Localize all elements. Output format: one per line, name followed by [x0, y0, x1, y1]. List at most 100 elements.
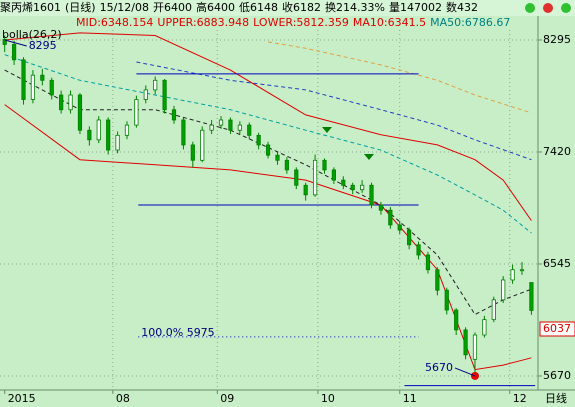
- icon[interactable]: [525, 3, 535, 13]
- candle-body: [181, 119, 186, 146]
- x-tick-label: 09: [220, 392, 234, 405]
- header-item: 聚丙烯1601: [0, 1, 61, 14]
- candle-body: [491, 299, 496, 321]
- candle-body: [247, 124, 252, 136]
- candle-body: [454, 309, 459, 331]
- candle-body: [162, 79, 167, 111]
- header-item: 量147002: [388, 1, 442, 14]
- candle-body: [341, 179, 346, 186]
- candle-body: [444, 289, 449, 311]
- y-tick-label: 6545: [543, 257, 571, 270]
- candle-body: [218, 119, 224, 126]
- candle-body: [294, 169, 299, 186]
- signal-triangle: [322, 127, 332, 133]
- candle-body: [425, 254, 431, 271]
- candle-body: [463, 329, 468, 356]
- price-label: 6037: [543, 322, 571, 335]
- candle-body: [378, 204, 384, 211]
- header-item: 高6400: [196, 1, 235, 14]
- annotation-leader: [454, 367, 476, 377]
- candle-body: [435, 269, 440, 291]
- indicator-line: [268, 41, 532, 114]
- indicator-line: [4, 69, 532, 316]
- icon[interactable]: [561, 3, 571, 13]
- candle-body: [397, 224, 402, 231]
- header-item: 低6148: [239, 1, 278, 14]
- header-item: 开6400: [153, 1, 192, 14]
- y-tick-label: 5670: [543, 369, 571, 382]
- candle-body: [265, 144, 271, 156]
- header-row: 聚丙烯1601 (日线) 15/12/08 开6400 高6400 低6148 收6182 换…: [0, 1, 482, 15]
- icon[interactable]: [543, 3, 553, 13]
- candle-body: [472, 334, 478, 360]
- candle-body: [369, 184, 374, 206]
- candle-body: [40, 74, 45, 81]
- candle-body: [237, 124, 242, 131]
- candle-body: [30, 74, 36, 100]
- candle-body: [519, 269, 525, 272]
- candle-body: [360, 184, 365, 191]
- indicator-item: MA50:6786.67: [430, 16, 511, 29]
- candle-body: [59, 94, 64, 111]
- candle-body: [388, 209, 393, 226]
- y-tick-label: 8295: [543, 33, 571, 46]
- candle-body: [407, 229, 412, 246]
- candle-body: [77, 94, 83, 131]
- candle-body: [275, 154, 280, 161]
- candle-body: [171, 109, 177, 121]
- header-item: 换214.33%: [325, 1, 385, 14]
- candle-body: [200, 129, 205, 161]
- price-box: [539, 321, 575, 337]
- header-item: 收6182: [282, 1, 321, 14]
- candle-body: [2, 38, 7, 45]
- candle-body: [331, 169, 336, 181]
- header-item: (日线): [65, 1, 96, 14]
- indicator-item: LOWER:5812.359: [253, 16, 349, 29]
- candle-body: [416, 244, 421, 256]
- candle-body: [303, 184, 308, 196]
- candle-body: [87, 129, 92, 141]
- candle-body: [134, 99, 139, 126]
- annotation: 8295: [29, 39, 57, 52]
- candle-body: [529, 282, 534, 311]
- candle-body: [190, 144, 195, 161]
- indicator-line: [4, 32, 532, 221]
- candle-body: [510, 269, 515, 281]
- x-tick-label: 08: [116, 392, 130, 405]
- candle-body: [256, 134, 261, 146]
- candle-body: [96, 119, 101, 141]
- candle-body: [12, 44, 17, 61]
- candle-body: [115, 134, 120, 151]
- indicator-item: UPPER:6883.948: [157, 16, 250, 29]
- candle-body: [21, 59, 26, 100]
- x-tick-label: 10: [321, 392, 335, 405]
- annotation: 100.0% 5975: [141, 326, 214, 339]
- candle-body: [228, 119, 233, 131]
- candle-body: [143, 89, 148, 100]
- candle-body: [68, 94, 73, 111]
- y-tick-label: 7420: [543, 145, 571, 158]
- candle-body: [350, 184, 355, 191]
- period-label: 日线: [545, 391, 567, 405]
- candle-body: [312, 159, 318, 196]
- x-tick-label: 2015: [8, 392, 36, 405]
- indicator-item: MID:6348.154: [76, 16, 154, 29]
- indicator-line: [4, 104, 532, 371]
- signal-triangle: [364, 154, 374, 160]
- indicator-row: MID:6348.154 UPPER:6883.948 LOWER:5812.359…: [76, 16, 514, 30]
- x-tick-label: 12: [513, 392, 527, 405]
- header-item: 15/12/08: [99, 1, 149, 14]
- candle-body: [49, 79, 54, 96]
- candle-body: [482, 319, 487, 336]
- candle-body: [501, 279, 506, 301]
- x-tick-label: 11: [403, 392, 417, 405]
- candle-body: [106, 119, 111, 151]
- header-item: 数432: [445, 1, 478, 14]
- candle-body: [322, 159, 327, 171]
- annotation-leader: [4, 39, 27, 47]
- candle-body: [124, 124, 130, 136]
- candle-body: [153, 79, 158, 91]
